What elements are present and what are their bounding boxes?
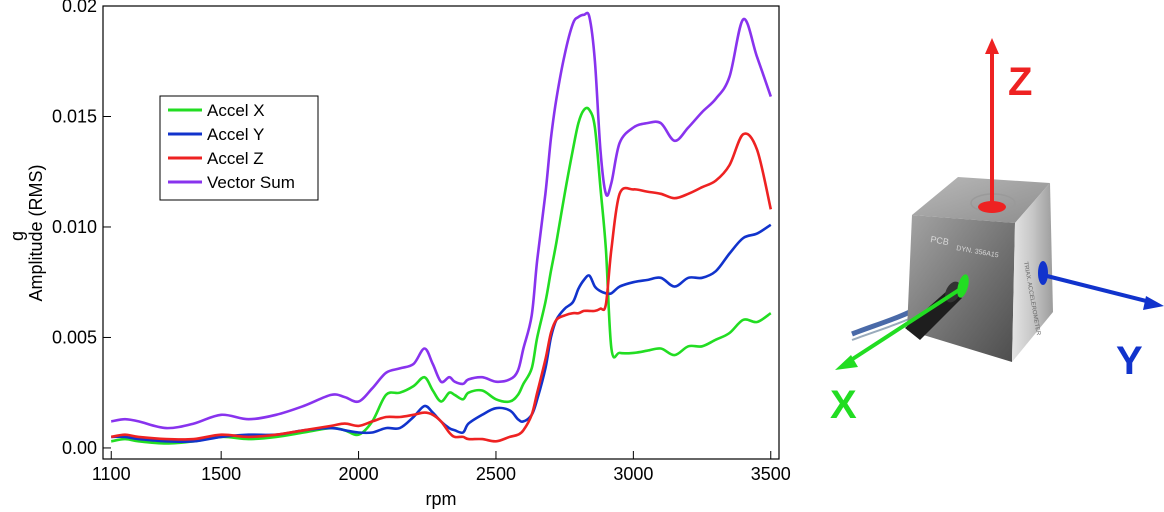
x-axis-label: X: [830, 383, 857, 427]
x-axis-arrow: [846, 286, 964, 364]
series-layer: [110, 11, 773, 445]
x-tick-label: 1500: [201, 464, 241, 484]
plot-area-frame: [102, 5, 780, 460]
sensor-side-face: [1012, 183, 1053, 362]
series-line-accel-z: [110, 132, 773, 443]
series-line-vector-sum: [110, 11, 773, 430]
y-axis-unit: g: [7, 231, 27, 241]
triaxial-accelerometer-diagram: PCB DYN. 356A15 TRIAX. ACCELEROMETER Z Y…: [830, 38, 1164, 427]
y-tick-label: 0.005: [52, 327, 97, 347]
y-axis: 0.00 0.005 0.010 0.015 0.02: [52, 0, 111, 458]
y-axis-label: Amplitude (RMS): [26, 164, 46, 301]
sensor-brand-text: PCB: [930, 234, 950, 247]
x-tick-label: 3500: [751, 464, 791, 484]
x-tick-label: 1100: [92, 464, 131, 484]
x-tick-label: 2500: [476, 464, 516, 484]
y-axis-arrowhead: [1143, 296, 1164, 310]
z-axis-origin-dot: [978, 201, 1006, 213]
series-line-accel-y: [111, 223, 772, 444]
y-axis-arrow: [1042, 273, 1151, 304]
z-axis-arrowhead: [985, 38, 999, 54]
legend: Accel X Accel Y Accel Z Vector Sum: [159, 95, 319, 201]
sensor-top-face: [912, 177, 1050, 223]
legend-label: Accel Y: [207, 125, 264, 144]
legend-label: Accel X: [207, 101, 265, 120]
y-tick-label: 0.015: [52, 106, 97, 126]
y-tick-label: 0.02: [62, 0, 97, 16]
legend-label: Accel Z: [207, 149, 264, 168]
x-axis-origin-dot: [957, 274, 969, 298]
y-tick-label: 0.00: [62, 438, 97, 458]
y-tick-label: 0.010: [52, 217, 97, 237]
y-axis-origin-dot: [1038, 261, 1048, 285]
legend-label: Vector Sum: [207, 173, 295, 192]
x-axis-label: rpm: [426, 489, 457, 509]
x-tick-label: 3000: [613, 464, 653, 484]
sensor-connector: [905, 290, 962, 340]
z-axis-label: Z: [1008, 60, 1032, 104]
x-axis: 1100 1500 2000 2500 3000 3500: [92, 451, 791, 484]
y-axis-label: Y: [1116, 339, 1143, 383]
x-axis-arrowhead: [835, 355, 858, 370]
x-tick-label: 2000: [339, 464, 379, 484]
line-chart: 0.00 0.005 0.010 0.015 0.02 1100 1500 2000 2500…: [7, 0, 791, 509]
